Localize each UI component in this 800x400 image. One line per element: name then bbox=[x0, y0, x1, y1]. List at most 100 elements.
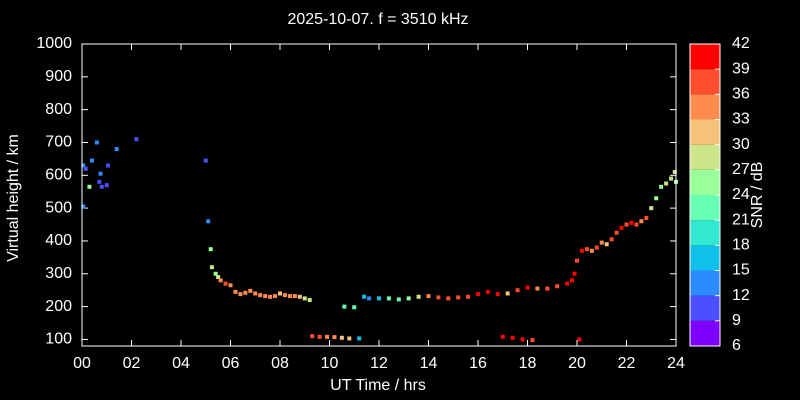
y-tick-label: 400 bbox=[45, 232, 72, 249]
colorbar-band bbox=[690, 169, 720, 195]
data-point bbox=[609, 237, 614, 242]
data-point bbox=[98, 171, 103, 176]
data-point bbox=[213, 271, 218, 276]
data-point bbox=[203, 158, 208, 163]
colorbar-tick-label: 33 bbox=[732, 111, 750, 128]
data-point bbox=[624, 222, 629, 227]
data-point bbox=[446, 296, 451, 301]
data-point bbox=[530, 338, 535, 343]
data-point bbox=[594, 245, 599, 250]
data-point bbox=[669, 176, 674, 181]
data-point bbox=[589, 248, 594, 253]
data-point bbox=[362, 294, 367, 299]
data-point bbox=[206, 219, 211, 224]
data-point bbox=[570, 278, 575, 283]
data-point bbox=[664, 181, 669, 186]
x-tick-label: 22 bbox=[618, 355, 636, 372]
data-point bbox=[248, 288, 253, 293]
y-tick-label: 700 bbox=[45, 134, 72, 151]
data-point bbox=[89, 158, 94, 163]
data-point bbox=[278, 291, 282, 296]
data-point bbox=[317, 334, 322, 339]
data-point bbox=[500, 334, 505, 339]
y-tick-label: 200 bbox=[45, 298, 72, 315]
colorbar-band bbox=[690, 270, 720, 296]
data-point bbox=[386, 296, 391, 301]
colorbar-tick-label: 12 bbox=[732, 287, 750, 304]
plot-frame bbox=[81, 43, 677, 347]
data-point bbox=[466, 294, 471, 299]
x-tick-label: 14 bbox=[420, 355, 438, 372]
data-point bbox=[614, 230, 619, 235]
colorbar-band bbox=[690, 295, 720, 321]
colorbar-tick-label: 39 bbox=[732, 60, 750, 77]
data-point bbox=[485, 289, 490, 294]
colorbar-band bbox=[690, 119, 720, 145]
data-point bbox=[268, 294, 273, 299]
data-point bbox=[604, 242, 609, 247]
data-point bbox=[273, 294, 278, 299]
data-point bbox=[575, 258, 579, 263]
data-point bbox=[99, 184, 104, 189]
data-point bbox=[406, 296, 411, 301]
x-axis-label: UT Time / hrs bbox=[330, 377, 426, 394]
data-point bbox=[659, 184, 664, 189]
colorbar-band bbox=[690, 44, 720, 70]
y-tick-label: 900 bbox=[45, 68, 72, 85]
colorbar-tick-label: 15 bbox=[732, 262, 750, 279]
data-point bbox=[639, 219, 644, 224]
data-point bbox=[238, 292, 243, 297]
data-point bbox=[292, 294, 297, 299]
data-point bbox=[672, 170, 677, 175]
data-point bbox=[357, 336, 362, 341]
data-point bbox=[223, 281, 228, 286]
colorbar-tick-label: 24 bbox=[732, 186, 750, 203]
data-point bbox=[584, 247, 589, 252]
data-point bbox=[87, 184, 92, 189]
data-point bbox=[545, 286, 550, 291]
data-point bbox=[352, 305, 357, 310]
data-point bbox=[416, 294, 421, 299]
data-point bbox=[97, 179, 102, 184]
data-point bbox=[565, 281, 570, 286]
x-tick-label: 20 bbox=[568, 355, 586, 372]
data-point bbox=[476, 292, 480, 297]
data-point bbox=[209, 265, 214, 270]
data-point bbox=[263, 294, 268, 299]
data-point bbox=[654, 196, 659, 201]
data-point bbox=[396, 297, 401, 302]
data-point bbox=[629, 220, 634, 225]
data-point bbox=[258, 293, 263, 298]
y-tick-label: 1000 bbox=[36, 35, 72, 52]
y-tick-label: 100 bbox=[45, 331, 72, 348]
data-point bbox=[520, 337, 525, 342]
colorbar-tick-label: 36 bbox=[732, 86, 750, 103]
data-point bbox=[342, 304, 347, 309]
data-point bbox=[104, 183, 109, 188]
colorbar-band bbox=[690, 144, 720, 170]
colorbar-tick-label: 27 bbox=[732, 161, 750, 178]
data-point bbox=[426, 294, 431, 299]
data-point bbox=[228, 283, 233, 288]
colorbar-label: SNR / dB bbox=[749, 162, 766, 229]
data-point bbox=[243, 290, 248, 295]
data-point bbox=[134, 137, 139, 142]
data-point bbox=[253, 291, 258, 296]
data-point bbox=[619, 225, 624, 230]
y-tick-label: 300 bbox=[45, 265, 72, 282]
x-tick-label: 24 bbox=[667, 355, 685, 372]
data-point bbox=[572, 271, 577, 276]
data-point bbox=[114, 147, 119, 152]
chart-title: 2025-10-07. f = 3510 kHz bbox=[287, 11, 468, 28]
data-point bbox=[208, 247, 213, 252]
data-point bbox=[555, 284, 560, 289]
colorbar-tick-label: 21 bbox=[732, 211, 750, 228]
x-tick-label: 12 bbox=[370, 355, 388, 372]
x-tick-label: 18 bbox=[519, 355, 537, 372]
data-point bbox=[287, 294, 292, 299]
data-point bbox=[505, 291, 510, 296]
data-point bbox=[307, 298, 312, 303]
data-point bbox=[332, 335, 337, 340]
data-point bbox=[216, 275, 221, 280]
data-point bbox=[81, 163, 86, 168]
